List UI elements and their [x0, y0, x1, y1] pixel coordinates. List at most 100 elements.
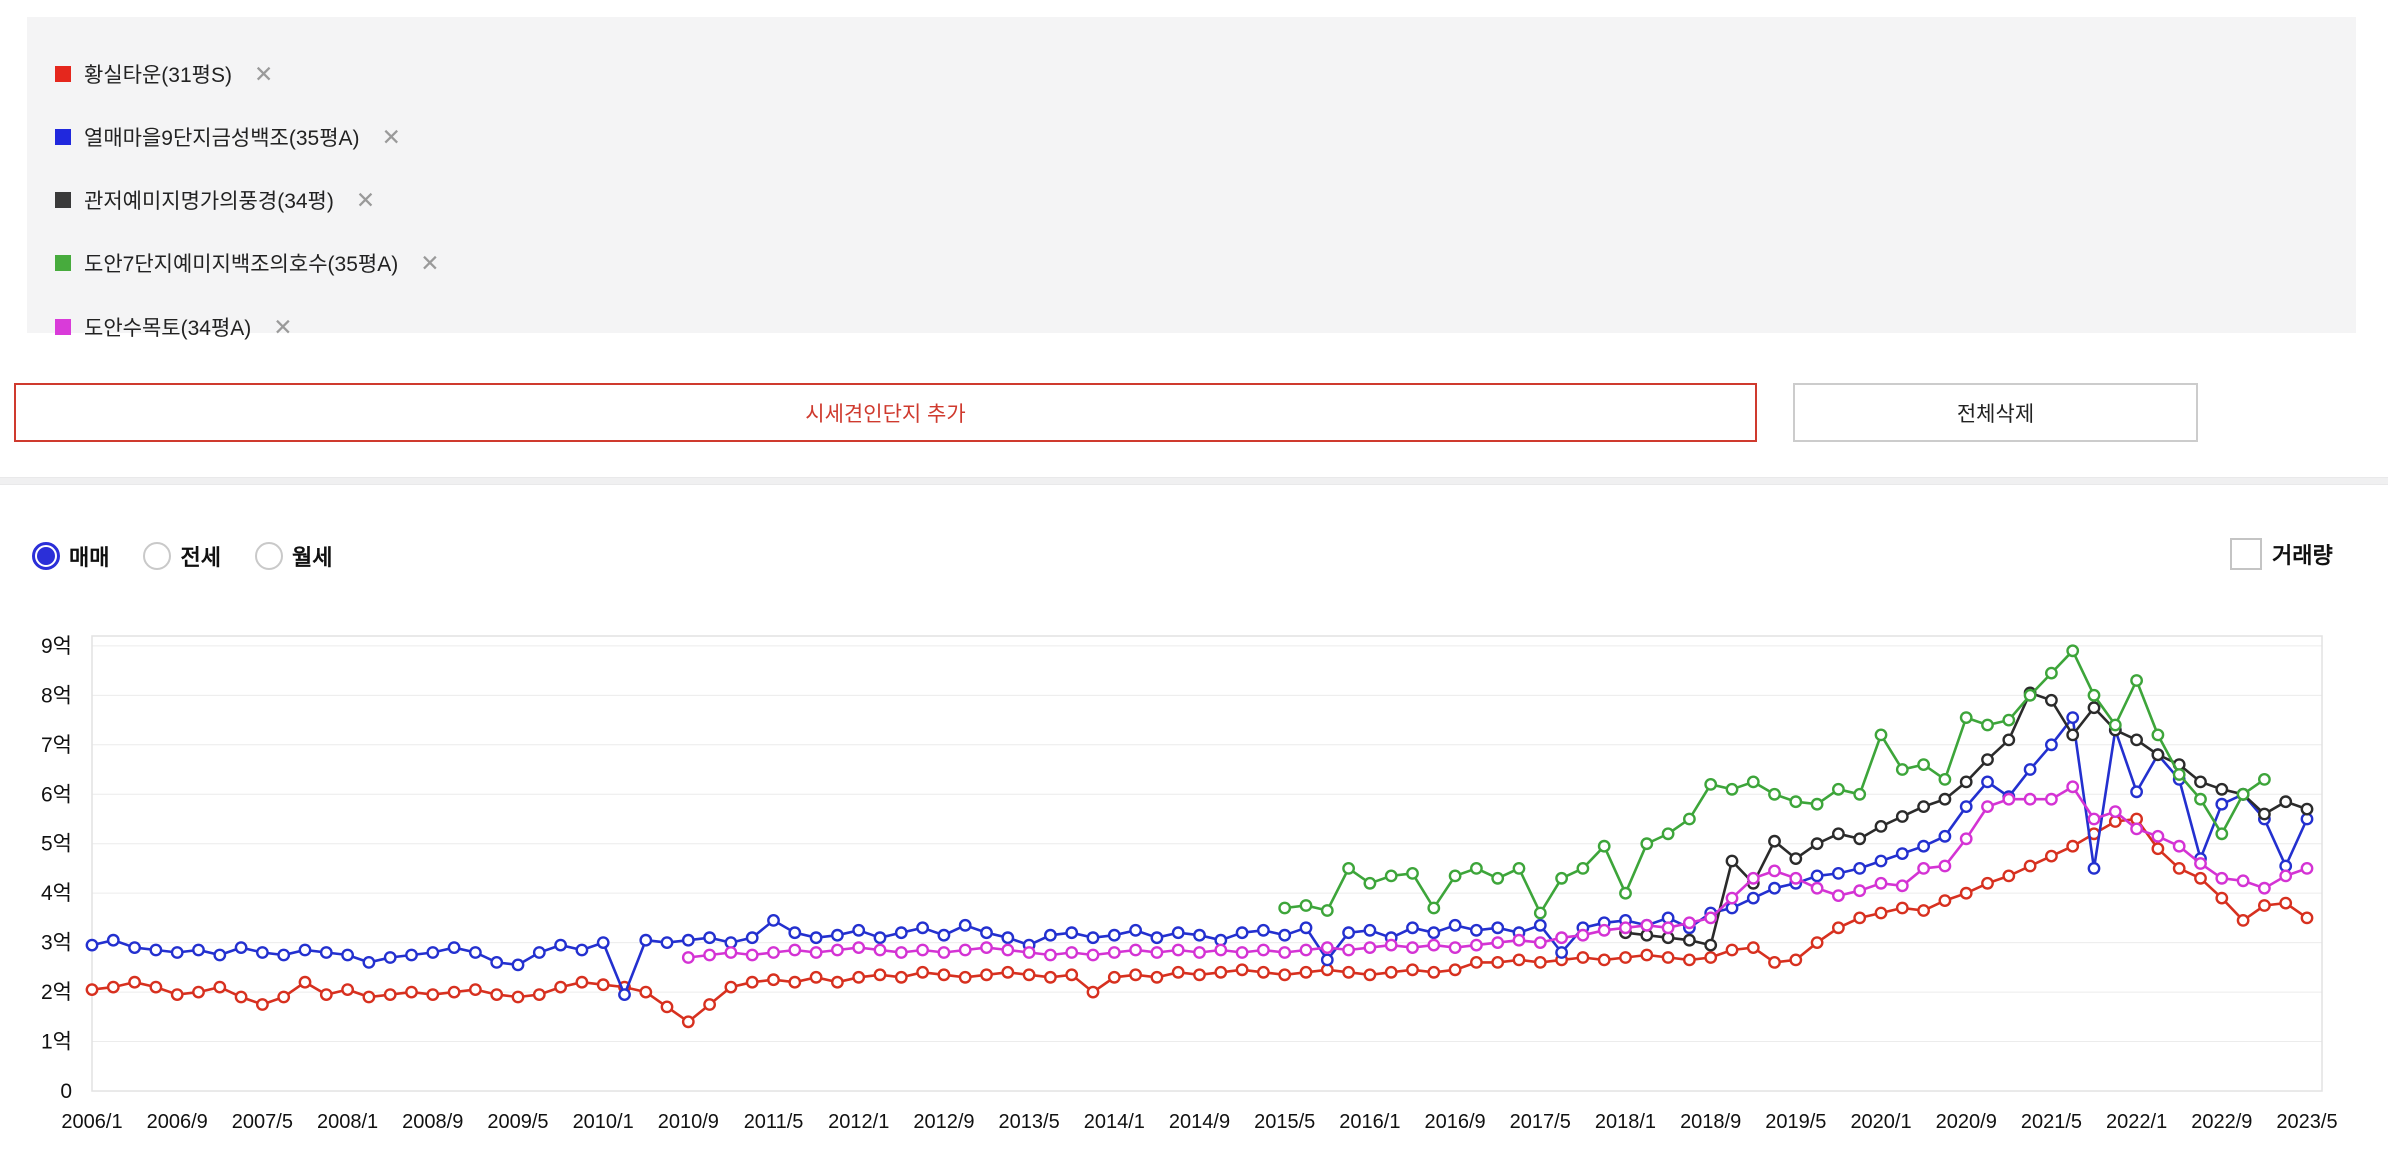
volume-checkbox-label: 거래량: [2272, 543, 2333, 568]
data-point: [1235, 963, 1249, 977]
x-axis-label: 2008/9: [402, 1111, 463, 1133]
data-point: [2044, 693, 2058, 707]
legend-item: 관저예미지명가의풍경(34평) ✕: [55, 183, 375, 217]
data-point: [1810, 797, 1824, 811]
add-complex-button[interactable]: 시세견인단지 추가: [14, 383, 1757, 442]
data-point: [1491, 921, 1505, 935]
volume-checkbox[interactable]: [2230, 538, 2262, 570]
x-axis-label: 2020/1: [1850, 1111, 1911, 1133]
y-axis-label: 6억: [41, 783, 72, 806]
data-point: [1235, 946, 1249, 959]
data-point: [2215, 871, 2229, 885]
y-axis-label: 0: [60, 1080, 72, 1103]
data-point: [1725, 891, 1739, 905]
data-point: [745, 931, 759, 945]
legend-item-label: 도안수목토(34평A): [84, 317, 252, 340]
radio-jeonse[interactable]: 전세: [143, 540, 221, 572]
data-point: [1704, 911, 1718, 925]
radio-sale[interactable]: 매매: [32, 540, 109, 572]
data-point: [170, 988, 184, 1001]
data-point: [1619, 951, 1632, 964]
data-point: [1576, 928, 1590, 942]
data-point: [298, 943, 312, 957]
y-axis-label: 7억: [41, 734, 72, 757]
data-point: [1789, 852, 1803, 866]
delete-all-button[interactable]: 전체삭제: [1793, 383, 2198, 442]
data-point: [2023, 859, 2037, 873]
data-point: [1832, 782, 1845, 796]
data-point: [1597, 839, 1611, 853]
data-point: [1746, 891, 1760, 905]
data-point: [1384, 965, 1398, 979]
remove-icon[interactable]: ✕: [381, 123, 401, 150]
data-point: [575, 943, 589, 957]
x-axis-label: 2021/5: [2021, 1111, 2082, 1133]
data-point: [468, 946, 482, 959]
data-point: [916, 921, 929, 935]
remove-icon[interactable]: ✕: [273, 313, 293, 340]
legend-item-label: 관저예미지명가의풍경(34평): [84, 190, 334, 213]
data-point: [1491, 871, 1505, 885]
data-point: [2151, 728, 2165, 742]
data-point: [958, 943, 972, 957]
data-point: [1086, 931, 1100, 945]
radio-unselected-icon[interactable]: [254, 542, 283, 570]
radio-jeonse-label: 전세: [180, 545, 221, 570]
radio-selected-icon[interactable]: [32, 542, 60, 570]
data-point: [468, 983, 482, 996]
data-point: [1619, 921, 1632, 935]
data-point: [2300, 802, 2314, 816]
data-point: [1746, 871, 1760, 885]
remove-icon[interactable]: ✕: [253, 60, 274, 87]
data-point: [2194, 857, 2207, 870]
data-point: [596, 978, 610, 992]
data-point: [319, 946, 333, 959]
x-axis-label: 2023/5: [2276, 1111, 2337, 1133]
x-axis-label: 2007/5: [232, 1111, 293, 1133]
data-point: [788, 975, 802, 989]
data-point: [2257, 881, 2271, 895]
data-point: [554, 938, 567, 952]
legend-item: 열매마을9단지금성백조(35평A) ✕: [55, 120, 401, 154]
remove-icon[interactable]: ✕: [420, 249, 440, 276]
data-point: [511, 990, 525, 1004]
data-point: [2151, 829, 2165, 843]
data-point: [1959, 800, 1973, 814]
data-point: [1022, 968, 1036, 982]
data-point: [1810, 869, 1824, 883]
data-point: [809, 970, 823, 984]
data-point: [937, 946, 951, 959]
y-axis-label: 4억: [41, 882, 72, 905]
data-point: [1959, 775, 1973, 789]
data-point: [319, 988, 333, 1001]
data-point: [894, 970, 908, 984]
data-point: [1171, 965, 1185, 979]
color-swatch-icon: [55, 319, 71, 335]
data-point: [724, 946, 738, 959]
data-point: [1406, 941, 1419, 954]
data-point: [1065, 926, 1079, 940]
data-point: [1576, 951, 1590, 964]
data-point: [1874, 876, 1888, 890]
data-point: [1320, 953, 1334, 967]
data-point: [937, 928, 951, 942]
data-point: [1981, 753, 1994, 767]
data-point: [234, 941, 248, 954]
radio-wolse[interactable]: 월세: [254, 540, 332, 572]
data-point: [1470, 955, 1483, 969]
y-axis-label: 3억: [41, 932, 72, 955]
data-point: [1640, 837, 1654, 851]
data-point: [1448, 941, 1462, 954]
data-point: [106, 933, 120, 947]
data-point: [1193, 928, 1206, 942]
data-point: [149, 980, 163, 994]
data-point: [852, 970, 866, 984]
remove-icon[interactable]: ✕: [355, 186, 376, 213]
radio-unselected-icon[interactable]: [143, 542, 172, 570]
data-point: [2194, 775, 2207, 789]
x-axis-label: 2013/5: [999, 1111, 1060, 1133]
data-point: [916, 965, 929, 979]
data-point: [2172, 861, 2186, 875]
data-point: [1299, 921, 1313, 935]
data-point: [1895, 847, 1909, 861]
